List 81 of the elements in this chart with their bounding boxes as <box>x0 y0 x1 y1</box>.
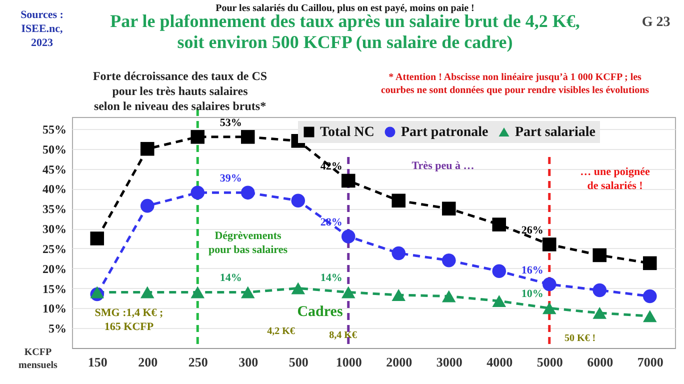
point <box>642 310 657 322</box>
source-note: Sources : ISEE.nc, 2023 <box>20 9 64 49</box>
y-tick-label: 10% <box>42 302 66 316</box>
point <box>542 277 556 292</box>
point <box>240 286 255 298</box>
point <box>492 264 506 278</box>
data-label: 26% <box>521 224 544 236</box>
y-tick-label: 5% <box>48 322 66 336</box>
x-tick-label: 4000 <box>486 354 513 370</box>
point <box>392 246 406 260</box>
point <box>642 256 657 270</box>
point <box>442 202 456 216</box>
x-axis-title: KCFP mensuels <box>18 347 58 371</box>
y-tick-label: 20% <box>42 262 66 276</box>
annotation: 4,2 K€ <box>267 326 295 337</box>
y-tick-label: 25% <box>42 242 66 256</box>
y-tick-label: 35% <box>42 202 66 216</box>
point <box>140 142 154 156</box>
point <box>442 254 456 268</box>
x-tick-label: 2000 <box>386 354 412 370</box>
data-label: 14% <box>320 272 342 284</box>
data-label: 39% <box>220 172 242 185</box>
point <box>190 186 205 200</box>
point <box>542 238 556 252</box>
point <box>392 194 406 208</box>
x-tick-label: 300 <box>238 354 258 370</box>
point <box>140 198 154 213</box>
data-label: 53% <box>220 116 242 129</box>
point <box>291 194 306 208</box>
x-tick-label: 200 <box>138 354 158 370</box>
y-tick-label: 40% <box>42 182 66 196</box>
point <box>492 218 506 232</box>
text: Forte décroissance des taux de CS pour les très hauts salaires selon le niveau des salaires bruts* <box>92 69 268 113</box>
point <box>291 282 306 294</box>
y-tick-label: 15% <box>42 282 66 296</box>
point <box>140 286 154 298</box>
x-tick-label: 6000 <box>587 354 614 370</box>
x-tick-label: 150 <box>88 354 108 370</box>
y-tick-label: 50% <box>42 142 66 156</box>
point <box>341 230 356 244</box>
x-tick-label: 1000 <box>336 354 362 370</box>
x-tick-label: 500 <box>288 354 308 370</box>
annotation: Dégrèvements pour bas salaires <box>208 230 288 256</box>
point <box>592 306 607 319</box>
x-tick-label: 5000 <box>536 354 563 370</box>
y-tick-label: 55% <box>42 122 66 136</box>
data-label: 14% <box>220 272 242 284</box>
point <box>392 289 406 301</box>
annotation: 8,4 K€ <box>329 330 357 341</box>
point <box>592 248 607 262</box>
point <box>90 232 104 246</box>
point <box>492 295 506 307</box>
x-tick-label: 250 <box>188 354 208 370</box>
legend-label: Part patronale <box>401 125 488 140</box>
point <box>190 130 205 144</box>
point <box>190 286 205 298</box>
annotation: SMG :1,4 K€ ; 165 KCFP <box>94 307 164 333</box>
chart-subtitle: Pour les salariés du Caillou, plus on est payé, moins on paie ! <box>216 3 474 14</box>
x-tick-label: 3000 <box>436 354 462 370</box>
point <box>240 186 255 200</box>
point <box>240 130 255 144</box>
point <box>542 302 556 314</box>
point <box>341 286 356 298</box>
data-label: 16% <box>521 264 544 276</box>
y-tick-label: 30% <box>42 222 66 236</box>
text: * Attention ! Abscisse non linéaire jusqu’à 1 000 KCFP ; les courbes ne sont données que pour rendre visibles les évolutions <box>380 72 650 96</box>
legend-label: Part salariale <box>515 125 596 140</box>
text: G 23 <box>642 15 670 30</box>
point <box>442 290 456 302</box>
annotation: … une poignée de salariés ! <box>580 166 650 192</box>
point <box>90 286 104 298</box>
data-label: 10% <box>521 288 544 300</box>
point <box>341 174 356 188</box>
annotation: Cadres <box>297 304 343 320</box>
point <box>592 283 607 298</box>
annotation: 50 K€ ! <box>564 333 596 344</box>
x-tick-label: 7000 <box>637 354 664 370</box>
point <box>642 289 657 304</box>
y-tick-label: 45% <box>42 162 66 176</box>
annotation: Très peu à … <box>412 160 474 172</box>
legend-label: Total NC <box>320 125 374 140</box>
